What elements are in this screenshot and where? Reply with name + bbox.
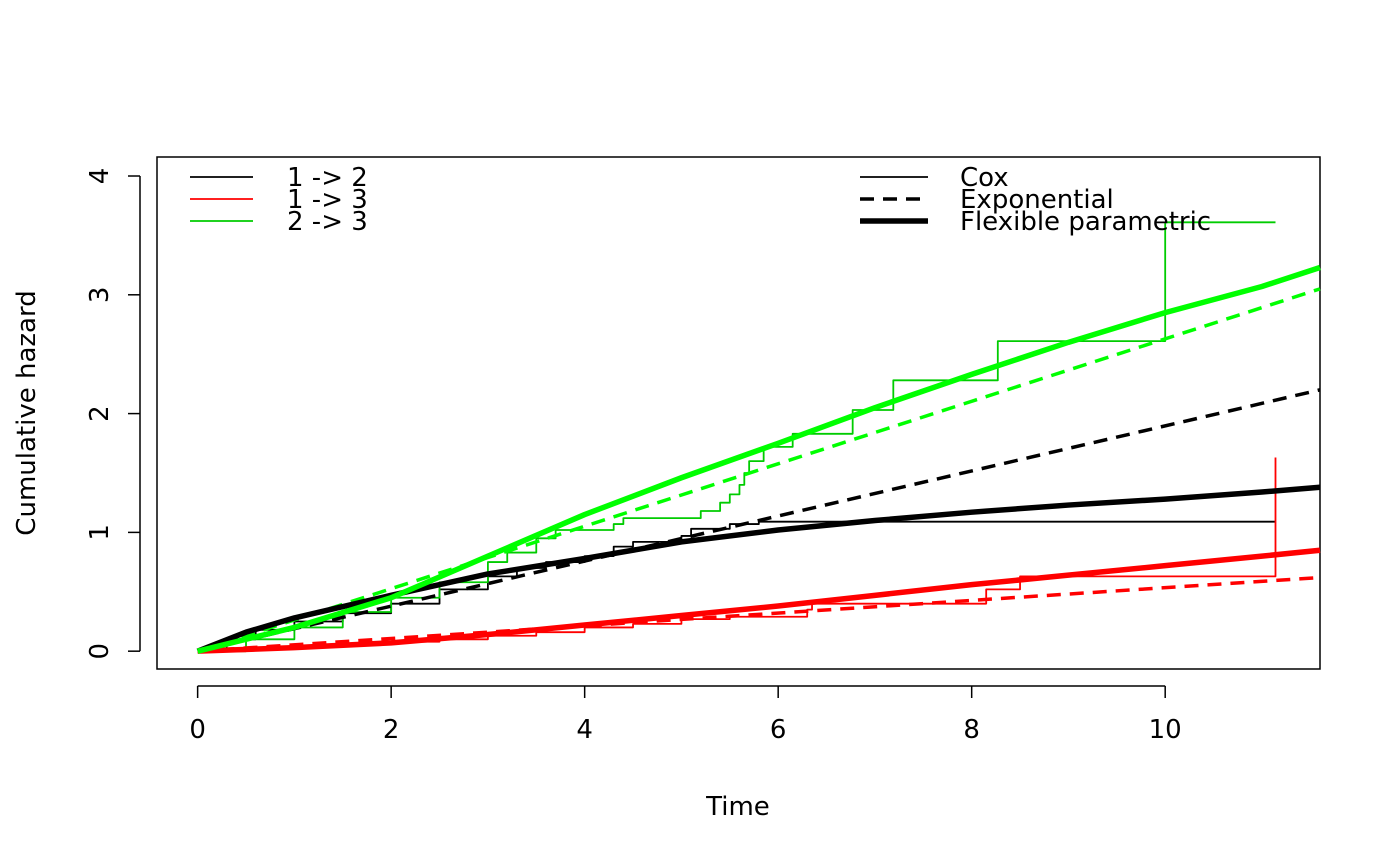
series-2-3-exponential <box>197 287 1321 653</box>
series-1-2-cox <box>197 520 1276 653</box>
plot-frame <box>156 156 1321 670</box>
series-layer <box>196 221 1321 654</box>
y-tick-label: 3 <box>85 287 115 304</box>
x-tick-label: 8 <box>963 715 980 745</box>
series-1-2-exponential <box>197 388 1321 653</box>
series-2-3-flexible-parametric <box>196 264 1321 654</box>
x-tick-label: 6 <box>770 715 787 745</box>
series-1-3-flexible-parametric <box>197 547 1321 654</box>
legend-label: Flexible parametric <box>960 207 1211 237</box>
y-tick-label: 2 <box>85 405 115 422</box>
axes-layer: 0 2 4 6 8 10 0 1 2 3 4 <box>85 168 1182 745</box>
legend-transitions: 1 -> 21 -> 32 -> 3 <box>190 163 368 237</box>
x-axis-label: Time <box>705 792 770 822</box>
y-axis-label: Cumulative hazard <box>12 290 42 535</box>
series-1-3-cox <box>197 457 1277 653</box>
series-1-2-flexible-parametric <box>196 484 1321 654</box>
x-tick-label: 0 <box>189 715 206 745</box>
x-tick-label: 2 <box>383 715 400 745</box>
legend-label: 1 -> 3 <box>287 185 368 215</box>
legend-label: Exponential <box>960 185 1114 215</box>
y-tick-label: 4 <box>85 168 115 185</box>
series-1-3-exponential <box>197 575 1321 653</box>
series-2-3-cox <box>197 221 1276 653</box>
legend-label: 1 -> 2 <box>287 163 368 193</box>
x-tick-label: 10 <box>1149 715 1182 745</box>
y-tick-label: 0 <box>85 643 115 660</box>
legend-label: 2 -> 3 <box>287 207 368 237</box>
legend-label: Cox <box>960 163 1009 193</box>
x-tick-label: 4 <box>576 715 593 745</box>
y-tick-label: 1 <box>85 524 115 541</box>
